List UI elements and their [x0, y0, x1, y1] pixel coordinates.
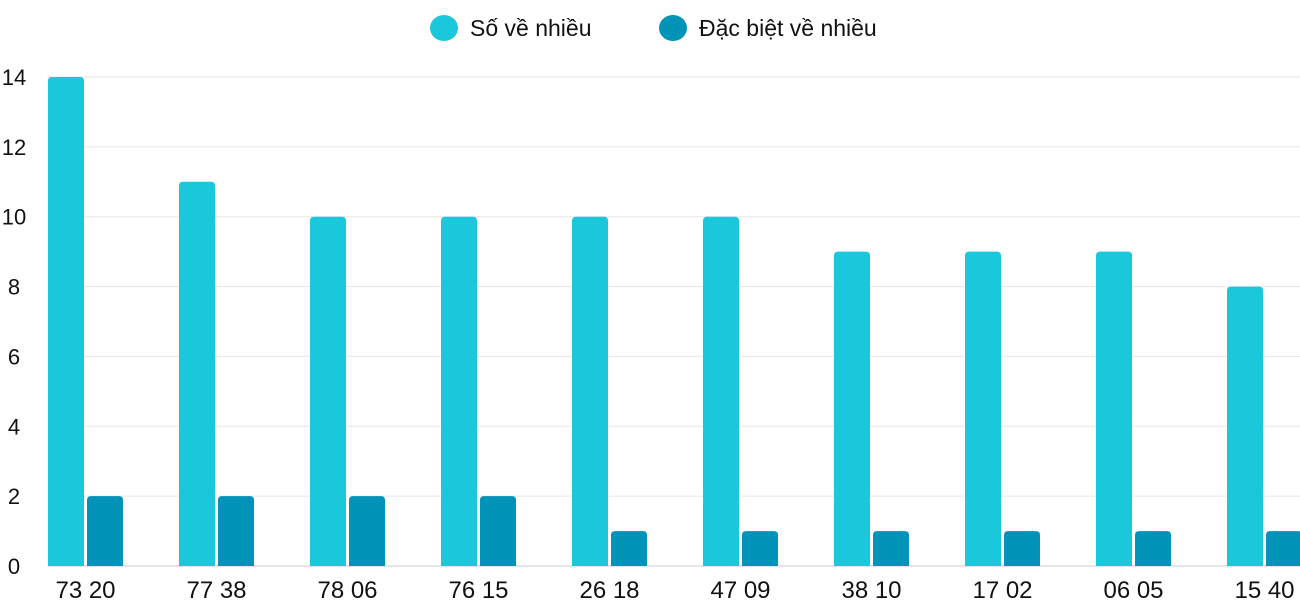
legend-marker [430, 15, 458, 41]
bar-so-ve-nhieu [834, 251, 870, 566]
bar-dac-biet-ve-nhieu [349, 496, 385, 566]
y-tick-label: 2 [8, 484, 20, 509]
y-tick-label: 8 [8, 275, 20, 300]
legend-label: Số về nhiều [470, 15, 591, 41]
bar-dac-biet-ve-nhieu [87, 496, 123, 566]
x-tick-label: 38 10 [841, 577, 901, 600]
y-tick-label: 4 [8, 414, 20, 439]
bar-dac-biet-ve-nhieu [873, 531, 909, 566]
x-tick-label: 73 20 [55, 577, 115, 600]
bar-so-ve-nhieu [179, 181, 215, 567]
bar-dac-biet-ve-nhieu [1266, 531, 1300, 566]
x-tick-label: 15 40 [1234, 577, 1294, 600]
bar-so-ve-nhieu [48, 77, 84, 566]
y-tick-label: 14 [2, 65, 26, 90]
bar-so-ve-nhieu [310, 216, 346, 566]
bar-dac-biet-ve-nhieu [480, 496, 516, 566]
bar-dac-biet-ve-nhieu [742, 531, 778, 566]
x-tick-label: 47 09 [710, 577, 770, 600]
y-tick-label: 6 [8, 344, 20, 369]
bar-dac-biet-ve-nhieu [218, 496, 254, 566]
y-tick-label: 12 [2, 135, 26, 160]
bar-so-ve-nhieu [703, 216, 739, 566]
bar-so-ve-nhieu [1096, 251, 1132, 566]
x-tick-label: 78 06 [317, 577, 377, 600]
bar-dac-biet-ve-nhieu [1004, 531, 1040, 566]
legend-label: Đặc biệt về nhiều [699, 15, 877, 41]
x-tick-label: 76 15 [448, 577, 508, 600]
bar-so-ve-nhieu [441, 216, 477, 566]
x-tick-label: 17 02 [972, 577, 1032, 600]
x-tick-label: 26 18 [579, 577, 639, 600]
x-tick-label: 77 38 [186, 577, 246, 600]
legend-marker [659, 15, 687, 41]
y-tick-label: 0 [8, 554, 20, 579]
bar-dac-biet-ve-nhieu [1135, 531, 1171, 566]
bar-so-ve-nhieu [965, 251, 1001, 566]
bar-so-ve-nhieu [572, 216, 608, 566]
bar-dac-biet-ve-nhieu [611, 531, 647, 566]
y-tick-label: 10 [2, 205, 26, 230]
bar-so-ve-nhieu [1227, 286, 1263, 566]
x-tick-label: 06 05 [1103, 577, 1163, 600]
